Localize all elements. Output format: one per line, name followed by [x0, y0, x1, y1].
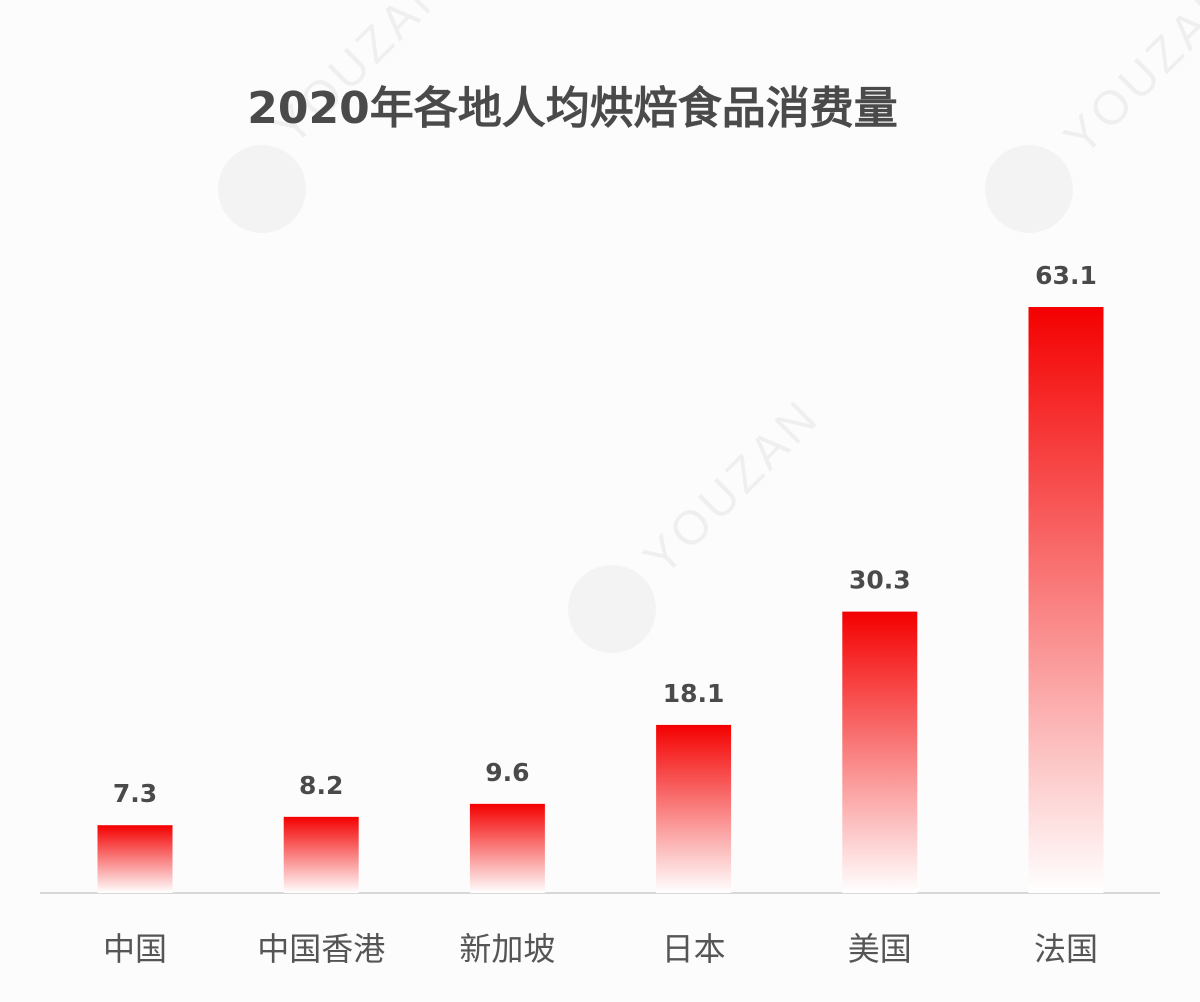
x-tick-label: 美国 — [848, 930, 912, 968]
x-tick-label: 法国 — [1034, 930, 1098, 968]
data-label: 18.1 — [663, 679, 725, 708]
data-label: 7.3 — [113, 779, 157, 808]
bar — [97, 825, 173, 893]
chart-title: 2020年各地人均烘焙食品消费量 — [247, 83, 898, 134]
data-label: 30.3 — [849, 566, 911, 595]
data-label: 63.1 — [1035, 261, 1097, 290]
bar — [1028, 307, 1104, 893]
bar — [469, 803, 545, 893]
x-tick-label: 中国 — [103, 930, 167, 968]
data-label: 9.6 — [485, 758, 529, 787]
bar — [656, 724, 732, 893]
bar — [842, 611, 918, 893]
x-tick-label: 日本 — [662, 930, 726, 968]
x-tick-label: 中国香港 — [257, 930, 385, 968]
data-label: 8.2 — [299, 771, 343, 800]
x-tick-label: 新加坡 — [459, 930, 555, 968]
bar — [283, 816, 359, 893]
